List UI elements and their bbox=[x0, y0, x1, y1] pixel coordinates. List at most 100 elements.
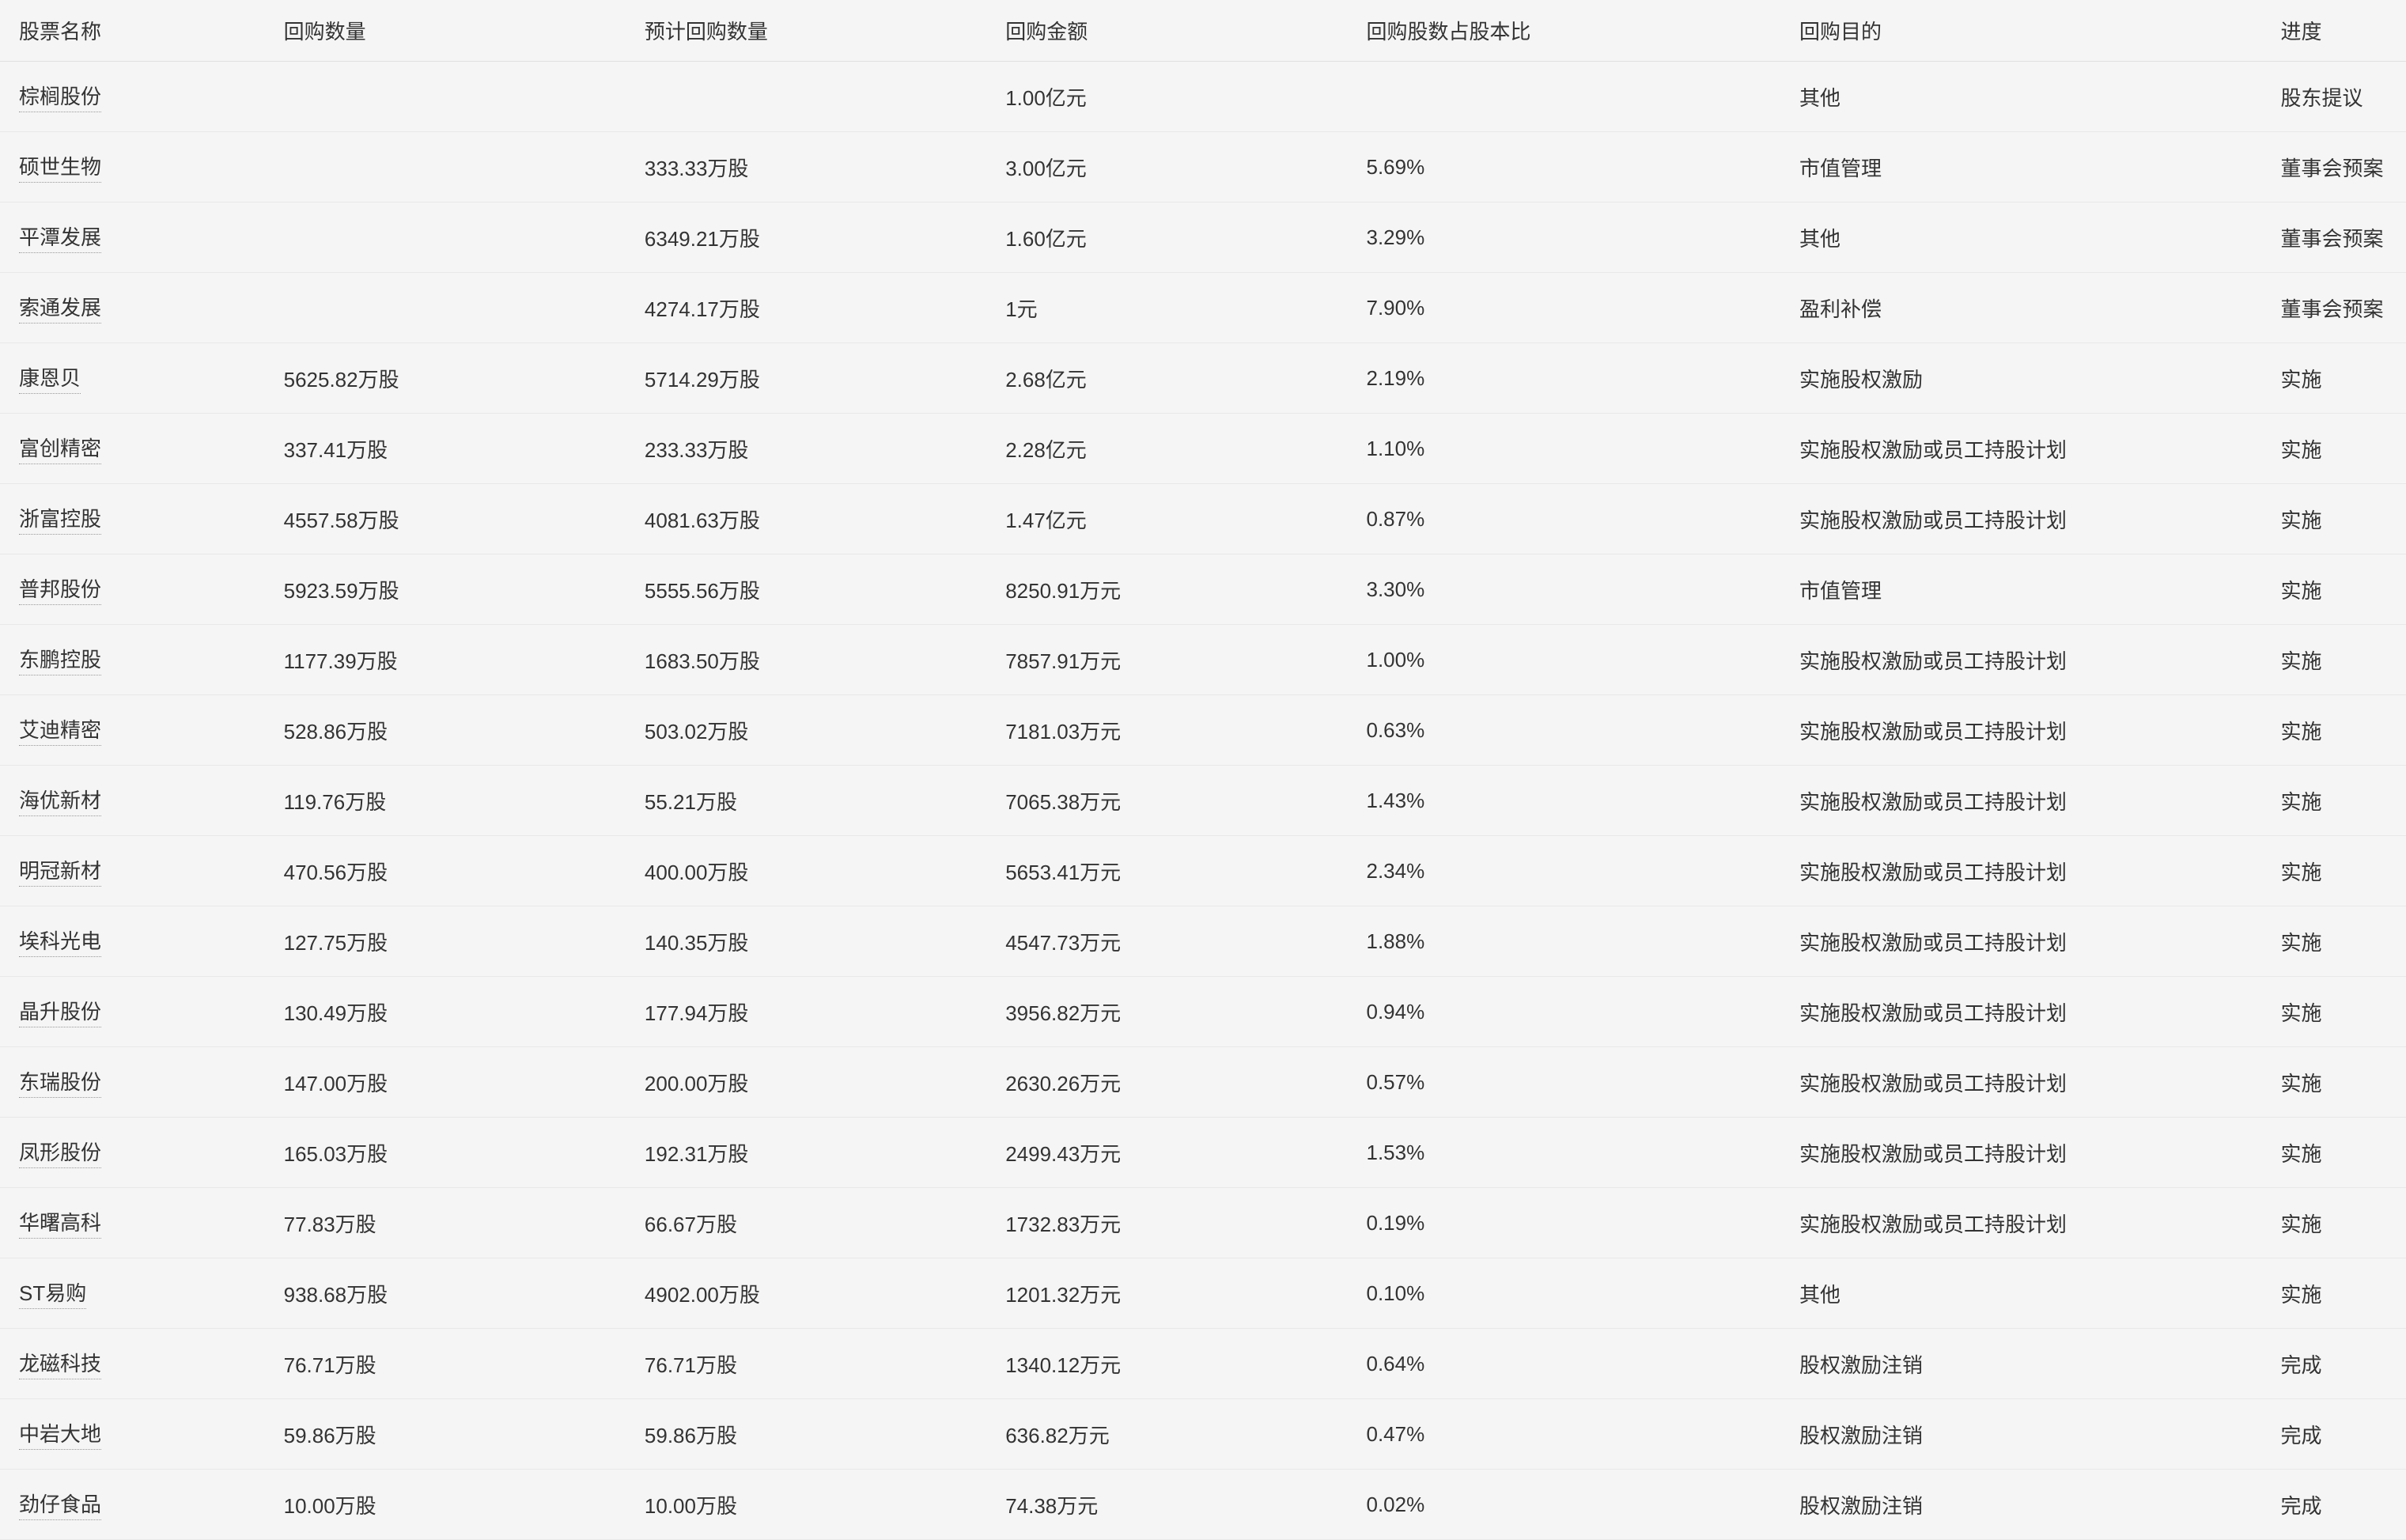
table-cell: 董事会预案 bbox=[2261, 273, 2406, 343]
stock-name-cell[interactable]: 海优新材 bbox=[0, 766, 265, 836]
table-cell: 74.38万元 bbox=[986, 1470, 1347, 1540]
stock-name-link[interactable]: 海优新材 bbox=[19, 785, 101, 816]
stock-name-cell[interactable]: 棕榈股份 bbox=[0, 62, 265, 132]
table-cell: 1.10% bbox=[1348, 414, 1781, 484]
table-cell: 10.00万股 bbox=[265, 1470, 626, 1540]
stock-name-cell[interactable]: 康恩贝 bbox=[0, 343, 265, 414]
header-row: 股票名称 回购数量 预计回购数量 回购金额 回购股数占股本比 回购目的 进度 bbox=[0, 0, 2406, 62]
stock-name-cell[interactable]: 中岩大地 bbox=[0, 1399, 265, 1470]
table-cell: 实施 bbox=[2261, 1188, 2406, 1258]
table-cell: 股东提议 bbox=[2261, 62, 2406, 132]
stock-name-link[interactable]: 埃科光电 bbox=[19, 925, 101, 957]
stock-name-cell[interactable]: 龙磁科技 bbox=[0, 1329, 265, 1399]
stock-name-link[interactable]: 索通发展 bbox=[19, 292, 101, 324]
stock-name-link[interactable]: 劲仔食品 bbox=[19, 1489, 101, 1520]
stock-name-link[interactable]: 龙磁科技 bbox=[19, 1348, 101, 1379]
table-cell: 实施 bbox=[2261, 414, 2406, 484]
header-progress[interactable]: 进度 bbox=[2261, 0, 2406, 62]
table-cell: 636.82万元 bbox=[986, 1399, 1347, 1470]
table-cell: 实施 bbox=[2261, 625, 2406, 695]
table-cell: 其他 bbox=[1780, 62, 2261, 132]
stock-name-cell[interactable]: 浙富控股 bbox=[0, 484, 265, 554]
table-cell: 1元 bbox=[986, 273, 1347, 343]
header-share-ratio[interactable]: 回购股数占股本比 bbox=[1348, 0, 1781, 62]
stock-name-link[interactable]: 华曙高科 bbox=[19, 1207, 101, 1239]
table-cell: 503.02万股 bbox=[626, 695, 986, 766]
table-cell: 实施 bbox=[2261, 836, 2406, 906]
table-row: 艾迪精密528.86万股503.02万股7181.03万元0.63%实施股权激励… bbox=[0, 695, 2406, 766]
stock-name-link[interactable]: 中岩大地 bbox=[19, 1418, 101, 1450]
table-cell: 59.86万股 bbox=[265, 1399, 626, 1470]
table-cell: 4557.58万股 bbox=[265, 484, 626, 554]
stock-name-cell[interactable]: 普邦股份 bbox=[0, 554, 265, 625]
stock-name-link[interactable]: 东瑞股份 bbox=[19, 1066, 101, 1098]
stock-name-link[interactable]: 富创精密 bbox=[19, 433, 101, 464]
table-cell: 7181.03万元 bbox=[986, 695, 1347, 766]
table-row: 海优新材119.76万股55.21万股7065.38万元1.43%实施股权激励或… bbox=[0, 766, 2406, 836]
table-row: 晶升股份130.49万股177.94万股3956.82万元0.94%实施股权激励… bbox=[0, 977, 2406, 1047]
stock-name-link[interactable]: 浙富控股 bbox=[19, 503, 101, 535]
table-cell: 实施股权激励或员工持股计划 bbox=[1780, 695, 2261, 766]
stock-name-cell[interactable]: 硕世生物 bbox=[0, 132, 265, 202]
table-cell: 0.64% bbox=[1348, 1329, 1781, 1399]
stock-name-link[interactable]: 康恩贝 bbox=[19, 362, 81, 394]
header-expected-qty[interactable]: 预计回购数量 bbox=[626, 0, 986, 62]
buyback-table-container: 股票名称 回购数量 预计回购数量 回购金额 回购股数占股本比 回购目的 进度 棕… bbox=[0, 0, 2406, 1540]
table-cell: 66.67万股 bbox=[626, 1188, 986, 1258]
table-cell: 1.60亿元 bbox=[986, 202, 1347, 273]
table-cell: 实施股权激励或员工持股计划 bbox=[1780, 484, 2261, 554]
table-row: 劲仔食品10.00万股10.00万股74.38万元0.02%股权激励注销完成 bbox=[0, 1470, 2406, 1540]
stock-name-cell[interactable]: 埃科光电 bbox=[0, 906, 265, 977]
stock-name-cell[interactable]: 明冠新材 bbox=[0, 836, 265, 906]
stock-name-cell[interactable]: 东瑞股份 bbox=[0, 1047, 265, 1118]
stock-name-cell[interactable]: 艾迪精密 bbox=[0, 695, 265, 766]
table-cell: 实施 bbox=[2261, 1118, 2406, 1188]
table-header: 股票名称 回购数量 预计回购数量 回购金额 回购股数占股本比 回购目的 进度 bbox=[0, 0, 2406, 62]
stock-name-link[interactable]: 凤形股份 bbox=[19, 1137, 101, 1168]
table-cell: 6349.21万股 bbox=[626, 202, 986, 273]
stock-name-cell[interactable]: 劲仔食品 bbox=[0, 1470, 265, 1540]
stock-name-link[interactable]: 艾迪精密 bbox=[19, 714, 101, 746]
table-cell: 实施 bbox=[2261, 1258, 2406, 1329]
stock-name-cell[interactable]: 晶升股份 bbox=[0, 977, 265, 1047]
header-buyback-amount[interactable]: 回购金额 bbox=[986, 0, 1347, 62]
table-cell: 147.00万股 bbox=[265, 1047, 626, 1118]
stock-name-cell[interactable]: 富创精密 bbox=[0, 414, 265, 484]
table-cell: 3956.82万元 bbox=[986, 977, 1347, 1047]
stock-name-cell[interactable]: ST易购 bbox=[0, 1258, 265, 1329]
stock-name-link[interactable]: 普邦股份 bbox=[19, 573, 101, 605]
stock-name-link[interactable]: 平潭发展 bbox=[19, 221, 101, 253]
table-cell bbox=[265, 132, 626, 202]
stock-name-cell[interactable]: 东鹏控股 bbox=[0, 625, 265, 695]
table-cell: 其他 bbox=[1780, 202, 2261, 273]
table-row: 硕世生物333.33万股3.00亿元5.69%市值管理董事会预案 bbox=[0, 132, 2406, 202]
stock-name-link[interactable]: 明冠新材 bbox=[19, 855, 101, 887]
stock-name-link[interactable]: 棕榈股份 bbox=[19, 81, 101, 112]
table-cell: 200.00万股 bbox=[626, 1047, 986, 1118]
stock-name-cell[interactable]: 平潭发展 bbox=[0, 202, 265, 273]
table-cell: 5714.29万股 bbox=[626, 343, 986, 414]
stock-name-link[interactable]: ST易购 bbox=[19, 1277, 86, 1309]
table-cell: 股权激励注销 bbox=[1780, 1470, 2261, 1540]
table-cell: 2.28亿元 bbox=[986, 414, 1347, 484]
stock-name-link[interactable]: 硕世生物 bbox=[19, 151, 101, 183]
table-cell: 938.68万股 bbox=[265, 1258, 626, 1329]
table-cell: 2.34% bbox=[1348, 836, 1781, 906]
table-row: 浙富控股4557.58万股4081.63万股1.47亿元0.87%实施股权激励或… bbox=[0, 484, 2406, 554]
table-cell: 实施 bbox=[2261, 906, 2406, 977]
table-cell: 4547.73万元 bbox=[986, 906, 1347, 977]
table-cell: 市值管理 bbox=[1780, 554, 2261, 625]
buyback-table: 股票名称 回购数量 预计回购数量 回购金额 回购股数占股本比 回购目的 进度 棕… bbox=[0, 0, 2406, 1540]
header-purpose[interactable]: 回购目的 bbox=[1780, 0, 2261, 62]
table-body: 棕榈股份1.00亿元其他股东提议硕世生物333.33万股3.00亿元5.69%市… bbox=[0, 62, 2406, 1540]
stock-name-cell[interactable]: 索通发展 bbox=[0, 273, 265, 343]
table-cell: 470.56万股 bbox=[265, 836, 626, 906]
stock-name-link[interactable]: 晶升股份 bbox=[19, 996, 101, 1027]
stock-name-cell[interactable]: 凤形股份 bbox=[0, 1118, 265, 1188]
stock-name-link[interactable]: 东鹏控股 bbox=[19, 644, 101, 675]
header-buyback-qty[interactable]: 回购数量 bbox=[265, 0, 626, 62]
table-cell: 76.71万股 bbox=[265, 1329, 626, 1399]
table-cell: 177.94万股 bbox=[626, 977, 986, 1047]
header-stock-name[interactable]: 股票名称 bbox=[0, 0, 265, 62]
stock-name-cell[interactable]: 华曙高科 bbox=[0, 1188, 265, 1258]
